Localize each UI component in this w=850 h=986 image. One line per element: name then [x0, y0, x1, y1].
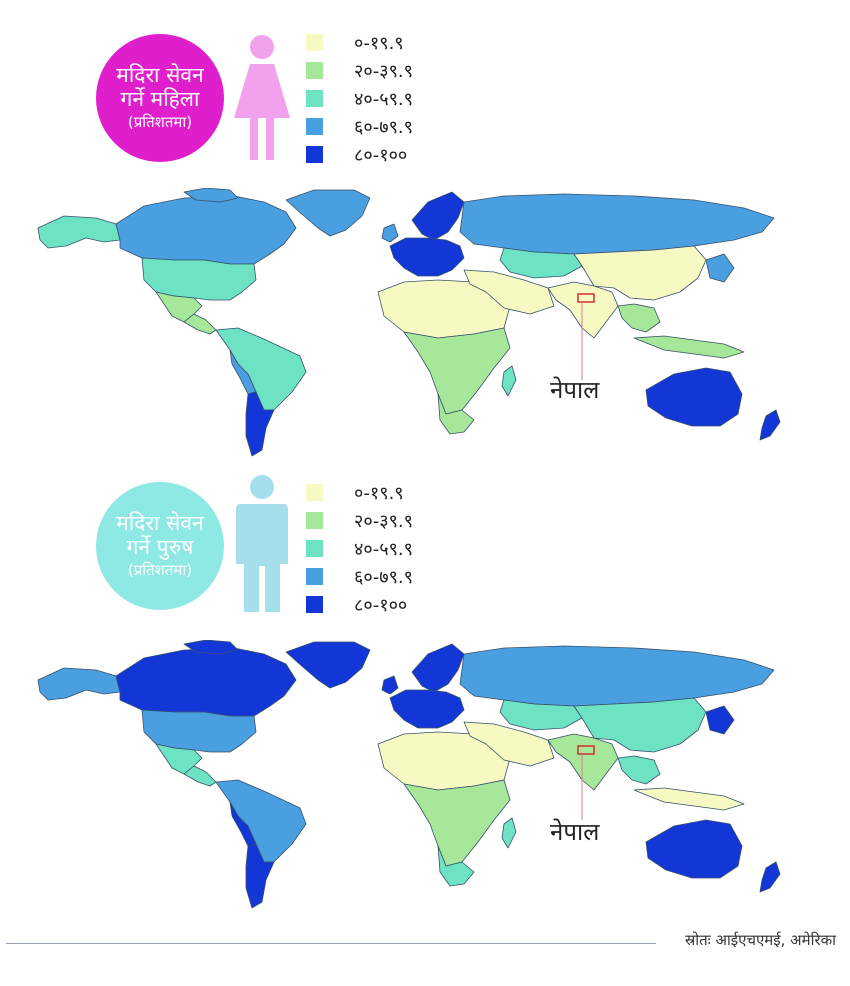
legend-item: ६०-७९.९ — [306, 117, 446, 138]
footer-divider — [6, 943, 656, 944]
legend-label: ०-१९.९ — [354, 33, 404, 54]
southeast-asia-region — [617, 755, 661, 785]
southern-africa-region — [437, 845, 475, 887]
western-europe-region — [389, 689, 465, 729]
new-zealand-region — [759, 861, 781, 893]
australia-region — [645, 367, 743, 427]
badge-line-3: (प्रतिशतमा) — [127, 561, 193, 579]
middle-east-region — [463, 721, 555, 767]
female-world-map: नेपाल — [37, 188, 781, 457]
central-asia-region — [499, 699, 583, 731]
scandinavia-region — [411, 643, 465, 693]
southern-africa-region — [437, 393, 475, 435]
legend-item: २०-३९.९ — [306, 61, 446, 82]
korea-japan-region — [705, 253, 735, 283]
legend-label: ८०-१०० — [354, 145, 408, 166]
legend-swatch — [306, 90, 323, 107]
south-america-south — [245, 391, 275, 457]
central-africa-region — [403, 779, 511, 867]
new-zealand-region — [759, 409, 781, 441]
legend-item: ४०-५९.९ — [306, 89, 446, 110]
arctic-islands — [183, 188, 239, 203]
source-credit: स्रोतः आईएचएमई, अमेरिका — [684, 931, 836, 949]
legend-item: ८०-१०० — [306, 595, 446, 616]
canada-region — [115, 195, 297, 265]
legend-swatch — [306, 146, 323, 163]
uk-region — [381, 223, 399, 243]
legend-label: २०-३९.९ — [354, 511, 414, 532]
badge-line-1: मदिरा सेवन — [116, 511, 204, 535]
male-world-map: नेपाल — [37, 640, 781, 909]
madagascar-region — [501, 365, 517, 397]
southeast-asia-region — [617, 303, 661, 333]
legend-item: ४०-५९.९ — [306, 539, 446, 560]
female-legend: ०-१९.९ २०-३९.९ ४०-५९.९ ६०-७९.९ ८०-१०० — [306, 33, 466, 166]
badge-line-2: गर्ने पुरुष — [126, 535, 194, 559]
north-africa-region — [377, 731, 511, 791]
legend-label: ६०-७९.९ — [354, 117, 414, 138]
legend-swatch — [306, 596, 323, 613]
nepal-highlight-box — [577, 745, 595, 755]
korea-japan-region — [705, 705, 735, 735]
badge-line-1: मदिरा सेवन — [116, 63, 204, 87]
male-figure-icon — [236, 475, 288, 612]
nepal-label: नेपाल — [550, 376, 600, 404]
legend-item: ०-१९.९ — [306, 33, 446, 54]
madagascar-region — [501, 817, 517, 849]
legend-item: २०-३९.९ — [306, 511, 446, 532]
legend-swatch — [306, 512, 323, 529]
south-america-north — [215, 327, 307, 411]
legend-swatch — [306, 34, 323, 51]
australia-region — [645, 819, 743, 879]
legend-swatch — [306, 62, 323, 79]
western-europe-region — [389, 237, 465, 277]
china-region — [573, 245, 707, 301]
greenland-region — [285, 189, 371, 237]
badge-line-3: (प्रतिशतमा) — [127, 113, 193, 131]
russia-region — [459, 645, 775, 707]
legend-swatch — [306, 568, 323, 585]
south-america-north — [215, 779, 307, 863]
canada-region — [115, 647, 297, 717]
legend-label: २०-३९.९ — [354, 61, 414, 82]
north-africa-region — [377, 279, 511, 339]
central-asia-region — [499, 247, 583, 279]
legend-label: ८०-१०० — [354, 595, 408, 616]
indonesia-region — [633, 335, 745, 359]
greenland-region — [285, 641, 371, 689]
female-panel: मदिरा सेवन गर्ने महिला (प्रतिशतमा) ०-१९.… — [0, 0, 850, 470]
legend-label: ०-१९.९ — [354, 483, 404, 504]
legend-item: ६०-७९.९ — [306, 567, 446, 588]
arctic-islands — [183, 640, 239, 655]
badge-line-2: गर्ने महिला — [120, 87, 200, 111]
legend-swatch — [306, 540, 323, 557]
russia-region — [459, 193, 775, 255]
legend-item: ८०-१०० — [306, 145, 446, 166]
legend-item: ०-१९.९ — [306, 483, 446, 504]
alaska-region — [37, 215, 121, 249]
south-america-south — [245, 843, 275, 909]
uk-region — [381, 675, 399, 695]
legend-swatch — [306, 484, 323, 501]
legend-label: ६०-७९.९ — [354, 567, 414, 588]
central-africa-region — [403, 327, 511, 415]
nepal-highlight-box — [577, 293, 595, 303]
male-legend: ०-१९.९ २०-३९.९ ४०-५९.९ ६०-७९.९ ८०-१०० — [306, 483, 466, 616]
indonesia-region — [633, 787, 745, 811]
south-asia-region — [547, 733, 619, 791]
legend-label: ४०-५९.९ — [354, 539, 414, 560]
nepal-label: नेपाल — [550, 818, 600, 846]
female-figure-icon — [234, 35, 290, 160]
south-asia-region — [547, 281, 619, 339]
scandinavia-region — [411, 191, 465, 241]
female-title-badge: मदिरा सेवन गर्ने महिला (प्रतिशतमा) — [96, 34, 224, 162]
male-panel: मदिरा सेवन गर्ने पुरुष (प्रतिशतमा) ०-१९.… — [0, 470, 850, 930]
male-title-badge: मदिरा सेवन गर्ने पुरुष (प्रतिशतमा) — [96, 482, 224, 610]
china-region — [573, 697, 707, 753]
legend-label: ४०-५९.९ — [354, 89, 414, 110]
alaska-region — [37, 667, 121, 701]
middle-east-region — [463, 269, 555, 315]
legend-swatch — [306, 118, 323, 135]
